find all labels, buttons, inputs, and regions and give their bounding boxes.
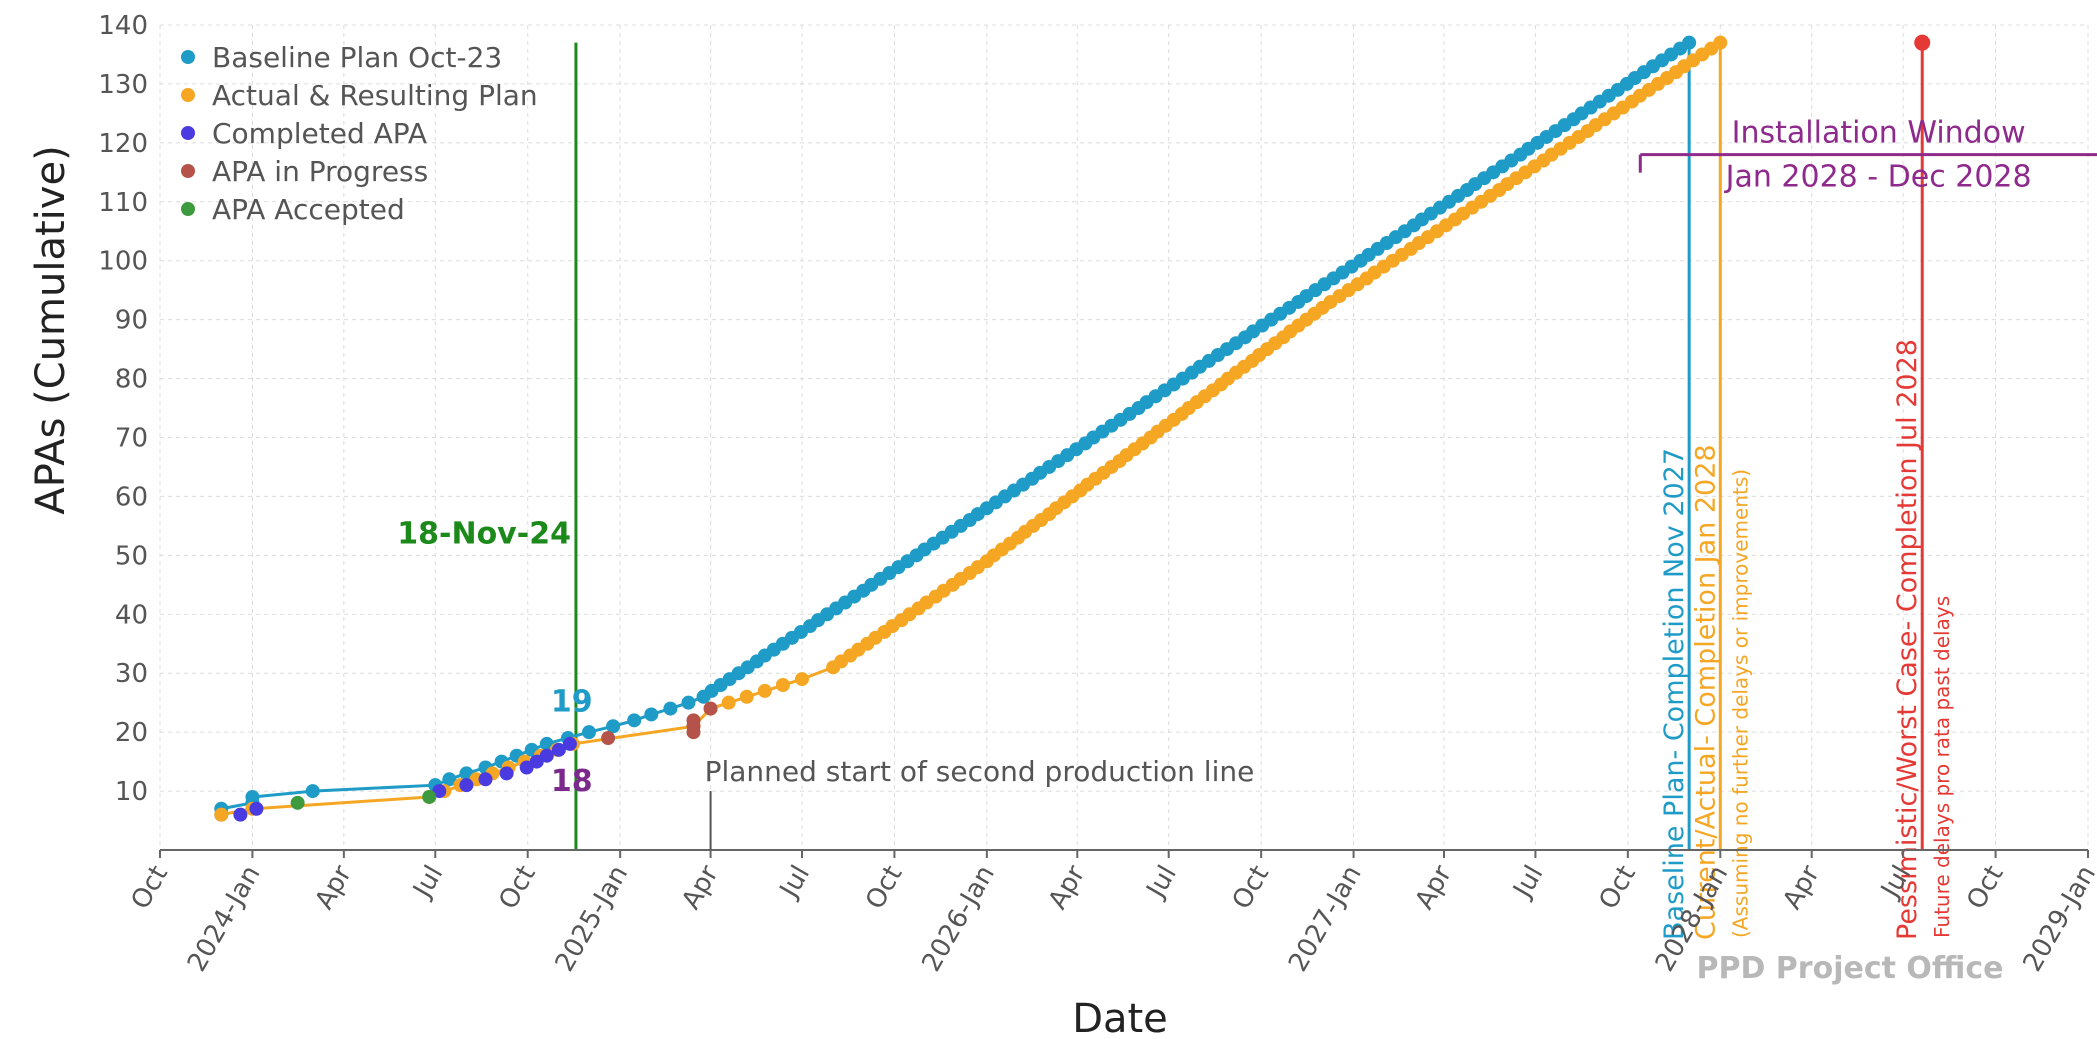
y-tick-label: 20 <box>115 718 148 748</box>
grid <box>159 24 2089 850</box>
x-tick-label: Oct <box>860 861 908 915</box>
y-tick-label: 140 <box>98 11 148 41</box>
reference-line-sublabel: (Assuming no further delays or improveme… <box>1728 469 1752 938</box>
x-tick-label: 2026-Jan <box>916 861 1001 977</box>
data-point <box>663 701 678 716</box>
data-point <box>721 695 736 710</box>
x-tick-label: Oct <box>1227 861 1275 915</box>
data-point <box>499 766 514 781</box>
legend-marker <box>181 202 195 216</box>
watermark: PPD Project Office <box>1696 951 2003 986</box>
x-tick-label: 2029-Jan <box>2018 861 2097 977</box>
data-point <box>739 689 754 704</box>
x-tick-label: 2025-Jan <box>550 861 635 977</box>
data-point <box>459 778 474 793</box>
x-tick-label: 2027-Jan <box>1283 861 1368 977</box>
series-line <box>219 41 1690 815</box>
x-tick-label: Apr <box>1043 860 1092 914</box>
series-points <box>214 35 1728 822</box>
data-point <box>478 772 493 787</box>
y-tick-label: 90 <box>115 306 148 336</box>
data-point <box>757 683 772 698</box>
x-tick-label: Jul <box>407 861 450 905</box>
reference-line-label: Current/Actual- Completion Jan 2028 <box>1690 444 1721 940</box>
data-point <box>249 801 264 816</box>
x-axis-title: Date <box>1072 996 1168 1039</box>
installation-window-label: Installation Window <box>1732 116 2026 151</box>
y-axis-title: APAs (Cumulative) <box>28 145 74 514</box>
y-tick-label: 120 <box>98 129 148 159</box>
legend-label: Baseline Plan Oct-23 <box>212 41 502 74</box>
x-tick-label: Jul <box>1140 861 1183 905</box>
data-point <box>1713 35 1728 50</box>
legend-marker <box>181 164 195 178</box>
y-tick-label: 100 <box>98 247 148 277</box>
data-point <box>606 719 621 734</box>
data-point <box>305 784 320 799</box>
data-point <box>245 789 260 804</box>
data-point <box>627 713 642 728</box>
x-tick-label: Oct <box>493 861 541 915</box>
data-point <box>233 807 248 822</box>
y-tick-label: 40 <box>115 600 148 630</box>
annotation-label: 18 <box>551 764 593 799</box>
x-tick-label: Oct <box>1593 861 1641 915</box>
reference-line-label: 18-Nov-24 <box>397 517 571 552</box>
y-tick-label: 80 <box>115 365 148 395</box>
legend: Baseline Plan Oct-23 Actual & Resulting P… <box>181 41 538 226</box>
data-point <box>686 713 701 728</box>
y-tick-label: 130 <box>98 70 148 100</box>
reference-lines: 18-Nov-24 Baseline Plan- Completion Nov 2… <box>397 34 1954 940</box>
data-point <box>582 725 597 740</box>
y-tick-label: 110 <box>98 188 148 218</box>
legend-marker <box>181 50 195 64</box>
data-point <box>681 695 696 710</box>
x-tick-label: 2024-Jan <box>182 861 267 977</box>
data-point <box>562 736 577 751</box>
data-point <box>422 789 437 804</box>
data-point <box>703 701 718 716</box>
reference-line-label: Pessimistic/Worst Case- Completion Jul 2… <box>1892 339 1923 940</box>
data-point <box>214 807 229 822</box>
x-tick-label: Jul <box>1507 861 1550 905</box>
data-point <box>775 678 790 692</box>
y-tick-label: 30 <box>115 659 148 689</box>
legend-label: Completed APA <box>212 117 427 150</box>
annotation-label: 19 <box>551 685 593 720</box>
y-tick-label: 10 <box>115 777 148 807</box>
series-lines <box>219 41 1722 817</box>
x-tick-label: Apr <box>1410 860 1459 914</box>
legend-label: APA in Progress <box>212 155 428 188</box>
x-tick-label: Oct <box>126 861 174 915</box>
series-line <box>221 41 1722 817</box>
legend-label: Actual & Resulting Plan <box>212 79 538 112</box>
data-point <box>551 742 566 757</box>
x-tick-label: Oct <box>1961 861 2009 915</box>
x-tick-label: Jul <box>773 861 816 905</box>
data-point <box>1682 35 1697 50</box>
data-point <box>794 672 809 687</box>
reference-line-label: Baseline Plan- Completion Nov 2027 <box>1659 448 1690 940</box>
data-point <box>644 707 659 722</box>
installation-window-range: Jan 2028 - Dec 2028 <box>1724 160 2032 195</box>
x-tick-label: Apr <box>309 860 358 914</box>
x-tick-label: Apr <box>1777 860 1826 914</box>
annotations: Installation Window Jan 2028 - Dec 2028 19… <box>551 116 2097 850</box>
data-point <box>442 772 457 787</box>
y-tick-label: 70 <box>115 424 148 454</box>
y-tick-label: 60 <box>115 482 148 512</box>
y-tick-label: 50 <box>115 541 148 571</box>
reference-line-marker <box>1914 34 1931 51</box>
data-point <box>601 731 616 746</box>
legend-marker <box>181 126 195 140</box>
data-point <box>539 748 554 763</box>
legend-label: APA Accepted <box>212 193 405 226</box>
legend-marker <box>181 88 195 102</box>
reference-line-sublabel: Future delays pro rata past delays <box>1930 596 1954 938</box>
annotation-label: Planned start of second production line <box>705 755 1255 788</box>
x-tick-label: Apr <box>676 860 725 914</box>
data-point <box>290 795 305 810</box>
